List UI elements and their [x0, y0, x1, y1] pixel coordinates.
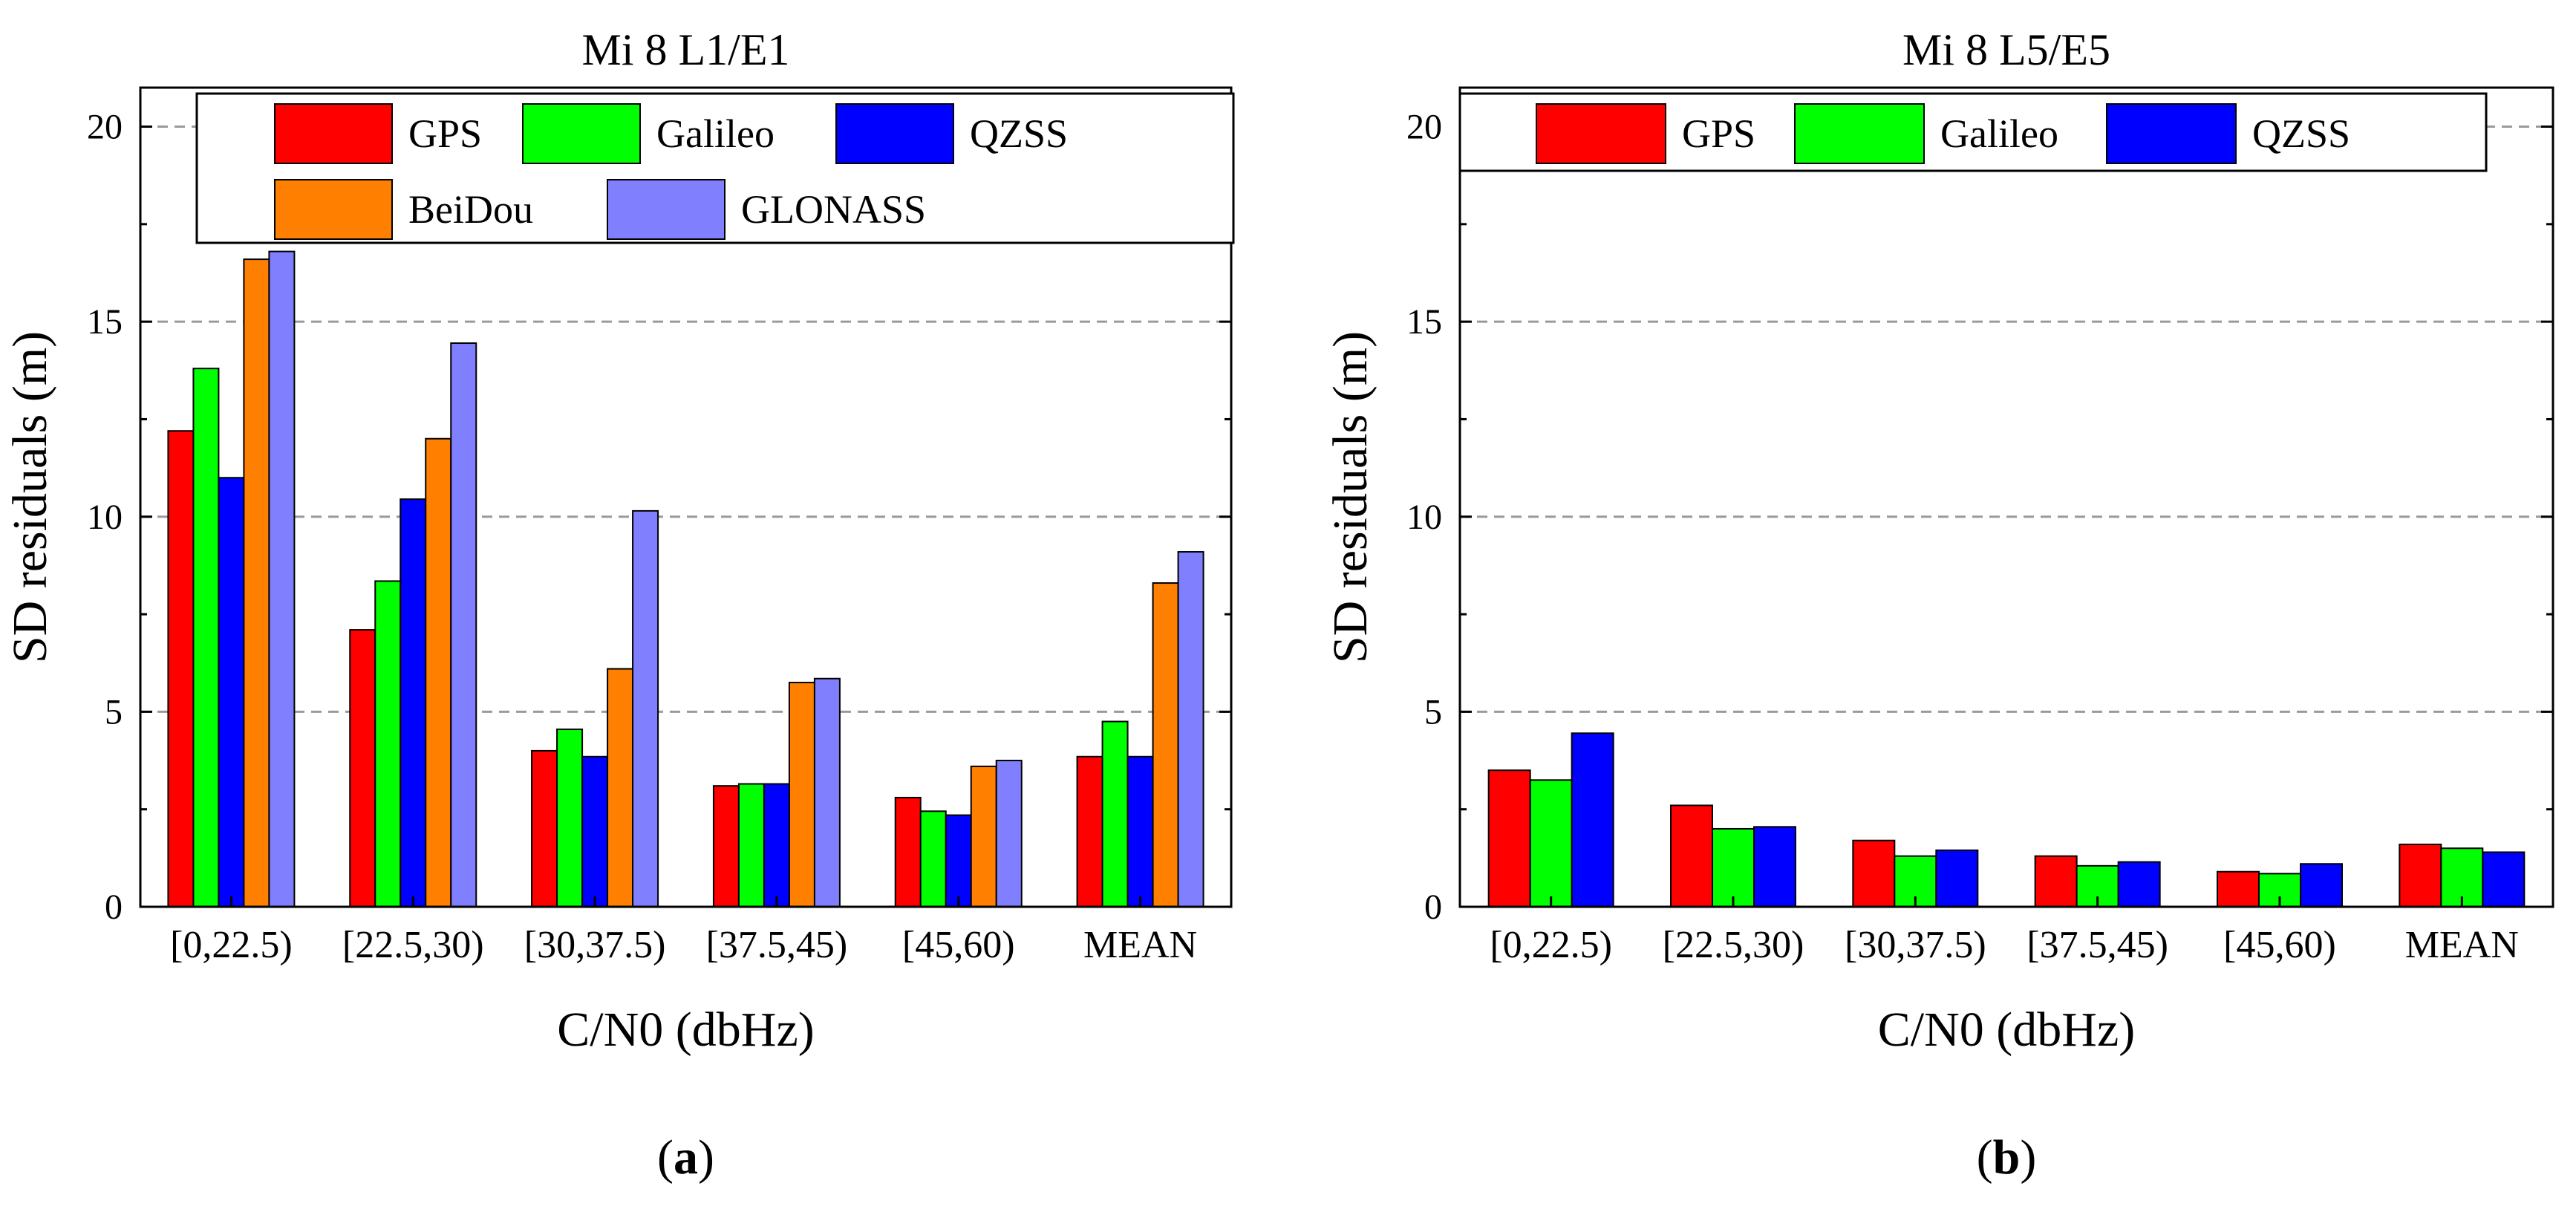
bar-qzss-0 [218, 477, 245, 908]
y-axis-label: SD residuals (m) [3, 331, 57, 663]
bar-glonass-1 [450, 342, 477, 908]
chart-title: Mi 8 L5/E5 [1902, 25, 2110, 74]
caption-letter: b [1993, 1130, 2021, 1185]
bar-gps-1 [1670, 804, 1713, 908]
legend-label-gps: GPS [408, 111, 482, 156]
bar-qzss-1 [1753, 826, 1796, 908]
x-axis-label: C/N0 (dbHz) [1878, 1003, 2135, 1057]
bar-galileo-1 [1712, 827, 1755, 908]
legend-label-beidou: BeiDou [408, 187, 533, 232]
y-tick-label: 10 [87, 498, 123, 537]
chart-a: 0 5 10 15 20 [0,22.5) [22.5,30) [30,37.5) [37.5,… [3, 25, 1235, 1185]
legend-label-glonass: GLONASS [741, 187, 926, 232]
legend-swatch-gps [1536, 103, 1666, 164]
bar-galileo-5 [1101, 720, 1129, 908]
y-tick-label: 15 [1406, 302, 1442, 342]
y-tick-label: 0 [1424, 887, 1442, 927]
x-tick-label: MEAN [2405, 924, 2519, 966]
bar-glonass-5 [1177, 551, 1204, 908]
x-tick-label: [30,37.5) [1845, 924, 1986, 966]
bar-beidou-5 [1152, 582, 1179, 908]
bar-gps-0 [167, 430, 195, 908]
x-tick-label: [45,60) [902, 924, 1015, 966]
bar-glonass-3 [813, 677, 841, 908]
figure-caption: (b) [1977, 1130, 2037, 1185]
legend-label-galileo: Galileo [656, 111, 775, 156]
x-tick-label: [45,60) [2223, 924, 2336, 966]
bar-beidou-2 [607, 668, 634, 908]
y-axis-label: SD residuals (m) [1323, 331, 1377, 663]
bar-galileo-2 [556, 729, 584, 908]
y-tick-label: 0 [105, 887, 123, 927]
bar-qzss-1 [400, 498, 427, 908]
chart-title: Mi 8 L1/E1 [582, 25, 790, 74]
legend-label-qzss: QZSS [2252, 111, 2350, 156]
legend-swatch-beidou [274, 179, 393, 240]
bar-qzss-4 [945, 814, 972, 908]
bar-qzss-5 [2482, 851, 2526, 908]
chart-b: 0 5 10 15 20 [0,22.5) [22.5,30) [30,37.5) [37.5,… [1323, 25, 2554, 1185]
legend-label-qzss: QZSS [970, 111, 1068, 156]
bar-qzss-0 [1571, 732, 1614, 908]
bar-gps-3 [712, 785, 740, 908]
bar-galileo-0 [1529, 779, 1573, 908]
bar-glonass-0 [268, 250, 296, 908]
x-tick-label: [0,22.5) [170, 924, 293, 966]
bar-beidou-3 [788, 681, 815, 908]
bar-glonass-2 [632, 509, 659, 908]
bar-beidou-4 [970, 765, 997, 908]
legend-label-galileo: Galileo [1940, 111, 2058, 156]
x-tick-label: [37.5,45) [706, 924, 848, 966]
y-tick-label: 5 [105, 692, 123, 732]
y-tick-label: 20 [87, 108, 123, 147]
bar-galileo-1 [374, 580, 402, 908]
y-tick-label: 10 [1406, 498, 1442, 537]
x-tick-label: [30,37.5) [524, 924, 666, 966]
bar-qzss-4 [2300, 863, 2343, 908]
legend-swatch-glonass [607, 179, 725, 240]
y-tick-label: 15 [87, 302, 123, 342]
bar-gps-3 [2034, 855, 2078, 908]
bar-beidou-0 [243, 258, 270, 908]
bar-gps-0 [1487, 769, 1531, 908]
bar-gps-4 [2217, 870, 2260, 908]
bar-gps-4 [894, 796, 922, 908]
legend-label-gps: GPS [1682, 111, 1755, 156]
caption-letter: a [674, 1130, 698, 1185]
bar-galileo-0 [192, 368, 220, 908]
bar-glonass-4 [995, 760, 1023, 908]
figure-caption: (a) [657, 1130, 714, 1185]
bar-qzss-3 [763, 783, 790, 908]
x-tick-label: [22.5,30) [342, 924, 484, 966]
bar-beidou-1 [425, 437, 452, 908]
x-tick-label: [22.5,30) [1663, 924, 1804, 966]
legend-swatch-qzss [835, 103, 954, 164]
legend-swatch-galileo [1794, 103, 1925, 164]
bar-gps-2 [531, 749, 558, 908]
y-tick-label: 5 [1424, 692, 1442, 732]
x-tick-label: [37.5,45) [2026, 924, 2168, 966]
bar-qzss-2 [581, 755, 609, 908]
plot-frame [1458, 86, 2554, 908]
plot-frame [139, 86, 1233, 908]
legend-swatch-galileo [522, 103, 641, 164]
bar-galileo-3 [737, 783, 765, 908]
x-axis-label: C/N0 (dbHz) [557, 1003, 814, 1057]
legend-swatch-qzss [2106, 103, 2237, 164]
bar-qzss-5 [1126, 755, 1154, 908]
bar-gps-5 [1076, 755, 1103, 908]
bar-gps-1 [349, 629, 376, 908]
bar-galileo-4 [919, 810, 947, 908]
x-tick-label: [0,22.5) [1490, 924, 1612, 966]
bar-qzss-2 [1935, 849, 1979, 908]
bar-gps-5 [2399, 843, 2442, 908]
legend-swatch-gps [274, 103, 393, 164]
bar-qzss-3 [2117, 861, 2161, 908]
bar-gps-2 [1852, 839, 1896, 908]
x-tick-label: MEAN [1083, 924, 1197, 966]
y-tick-label: 20 [1406, 108, 1442, 147]
